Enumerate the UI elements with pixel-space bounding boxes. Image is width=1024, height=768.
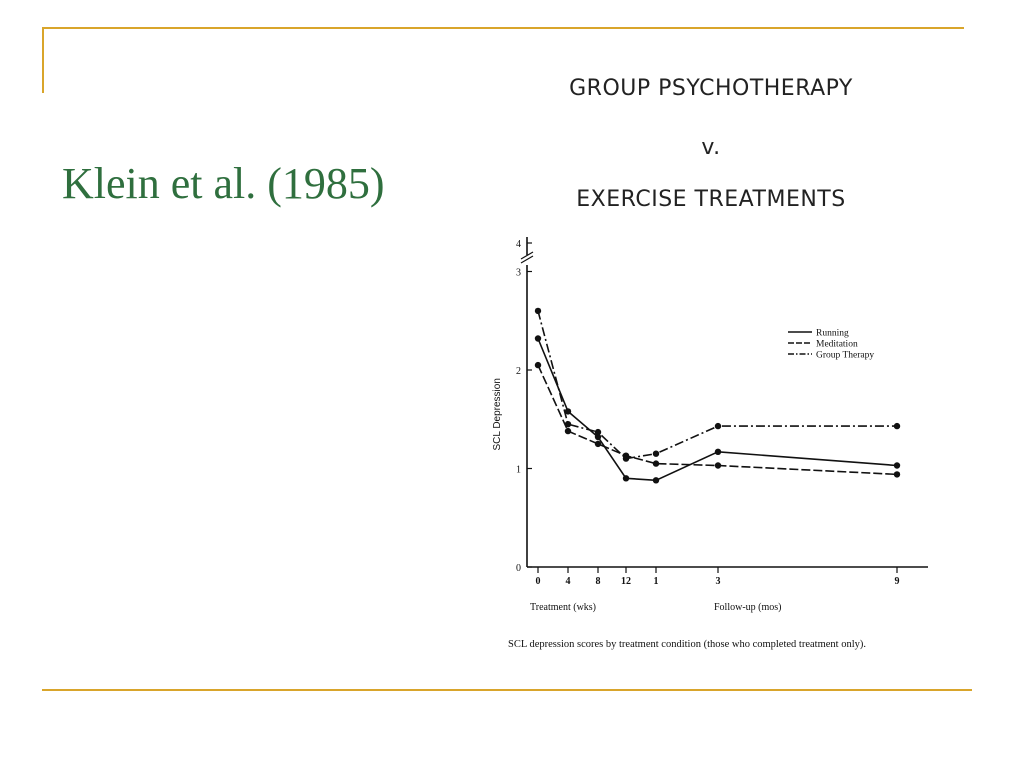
- data-point: [622, 475, 630, 482]
- x-tick-label: 3: [716, 576, 721, 587]
- y-axis-label: SCL Depression: [492, 378, 503, 450]
- top-accent-line: [42, 27, 964, 29]
- legend-item-label: Group Therapy: [816, 351, 874, 361]
- axis-break-mark: [520, 255, 534, 264]
- data-point: [893, 422, 901, 430]
- figure-heading-line2: v.: [701, 135, 721, 160]
- data-point: [622, 455, 630, 462]
- data-point: [652, 460, 660, 467]
- data-point: [594, 433, 602, 441]
- figure-caption: SCL depression scores by treatment condi…: [508, 639, 866, 650]
- data-point: [564, 427, 572, 435]
- x-tick-label: 8: [596, 576, 601, 587]
- data-point: [714, 422, 722, 430]
- legend-item-label: Meditation: [816, 340, 858, 350]
- figure-heading-line1: GROUP PSYCHOTHERAPY: [569, 76, 853, 101]
- data-point: [594, 440, 602, 448]
- x-tick-label: 4: [566, 576, 571, 587]
- x-tick-label: 1: [654, 576, 659, 587]
- data-point: [893, 462, 901, 469]
- data-point: [534, 335, 542, 342]
- figure-heading-line3: EXERCISE TREATMENTS: [576, 187, 846, 212]
- data-point: [652, 450, 660, 457]
- x-group-label-followup: Follow-up (mos): [714, 602, 782, 613]
- data-point: [714, 462, 722, 469]
- axis-break-mark: [520, 251, 534, 260]
- data-point: [564, 421, 572, 428]
- y-tick-label: 1: [516, 465, 521, 476]
- y-tick-label: 4: [516, 239, 521, 250]
- data-point: [652, 477, 660, 484]
- data-point: [564, 408, 572, 415]
- slide-title: Klein et al. (1985): [62, 159, 385, 208]
- x-tick-label: 12: [621, 576, 631, 587]
- x-tick-label: 9: [895, 576, 900, 587]
- legend-item-label: Running: [816, 329, 849, 339]
- x-group-label-treatment: Treatment (wks): [530, 602, 596, 613]
- y-tick-label: 3: [516, 268, 521, 279]
- y-tick-label: 2: [516, 366, 521, 377]
- bottom-accent-line: [42, 689, 972, 691]
- series-line-meditation: [537, 364, 898, 476]
- data-point: [893, 471, 901, 478]
- y-tick-label: 0: [516, 563, 521, 574]
- data-point: [714, 448, 722, 455]
- data-point: [594, 428, 602, 436]
- data-point: [534, 361, 542, 369]
- data-point: [534, 307, 542, 315]
- x-tick-label: 0: [536, 576, 541, 587]
- left-accent-line: [42, 27, 44, 93]
